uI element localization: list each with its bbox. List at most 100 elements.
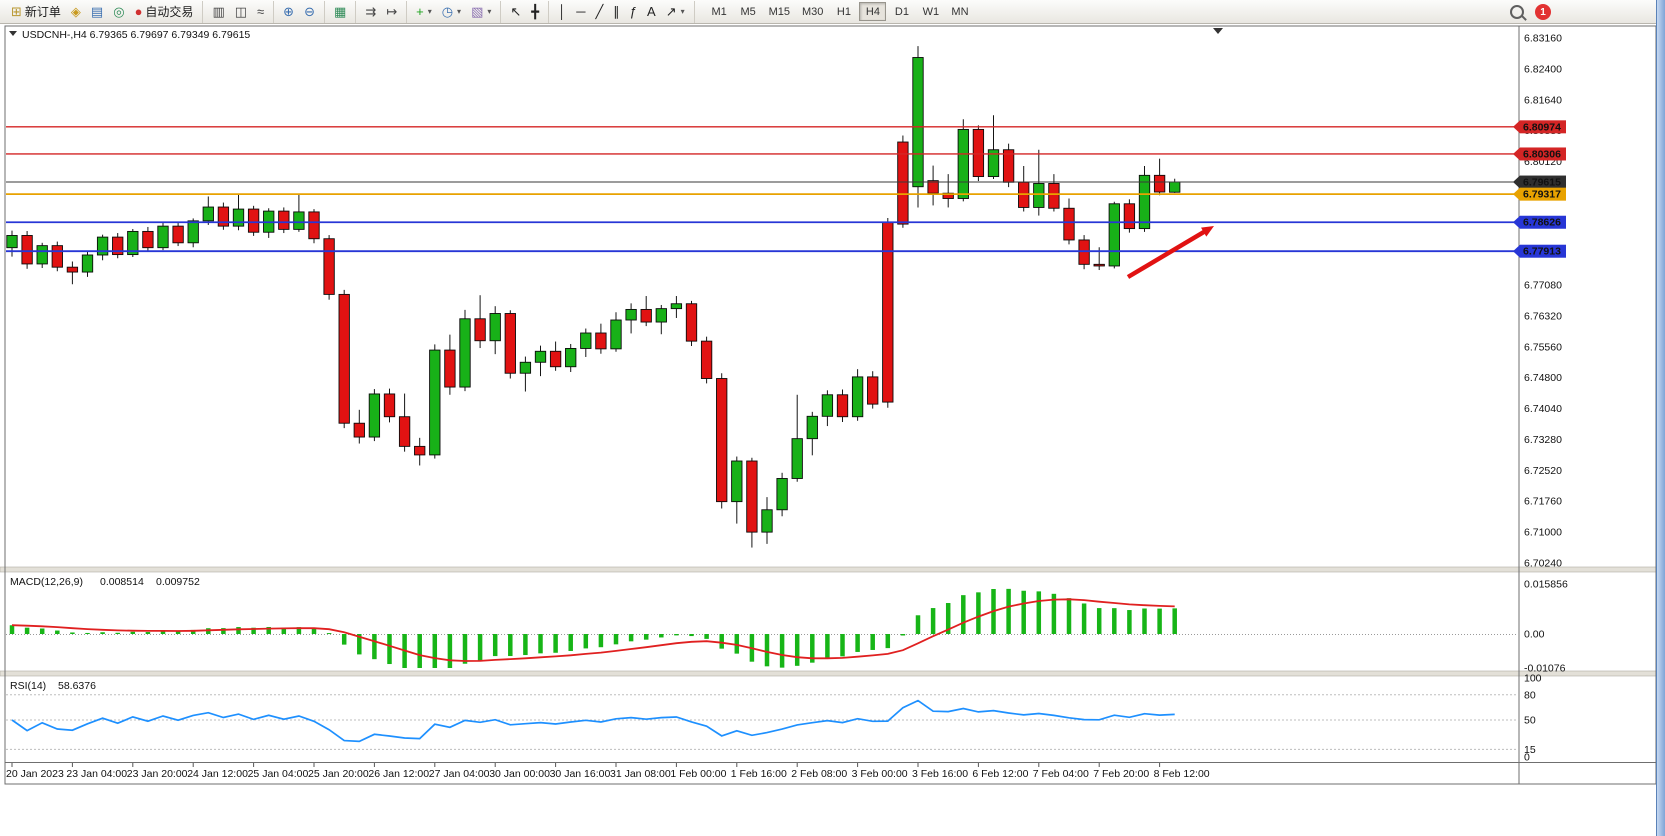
panel-splitter-rsi[interactable] (0, 670, 1657, 677)
equidistant-channel-button[interactable]: ∥ (608, 2, 625, 22)
candle (836, 389, 849, 422)
candle (172, 222, 184, 247)
new-order-button[interactable]: ⊞ 新订单 (6, 2, 66, 22)
candle (942, 174, 954, 208)
time-axis-label: 27 Jan 04:00 (429, 768, 490, 780)
indicators-button[interactable]: + ▾ (411, 2, 437, 22)
candlestick-series (6, 46, 1181, 548)
market-watch-button[interactable]: ▤ (86, 2, 108, 22)
timeframe-m15-button[interactable]: M15 (764, 2, 795, 21)
toolbar-button-groups: ⊞ 新订单 ◈ ▤ ◎ ● 自动交易 ▥ ◫ ≈ ⊕ ⊖ ▦ ⇉ ↦ + ▾ ◷ ▾ ▧ ▾ ↖ ╋ │ ─ ╱ ∥ ƒ A ↗ ▾ (2, 0, 695, 24)
badge-box (1520, 187, 1566, 201)
candle-body (429, 349, 441, 456)
timeframe-h1-button[interactable]: H1 (830, 2, 857, 21)
one-click-trading-toggle[interactable] (9, 31, 17, 36)
timeframe-h4-button[interactable]: H4 (859, 2, 887, 21)
candle (1048, 174, 1060, 212)
macd-panel: 0.015856 0.00 -0.01076 MACD(12,26,9) 0.00851… (9, 576, 1568, 674)
chart-shift-marker[interactable] (1213, 28, 1223, 34)
bar-chart-button[interactable]: ▥ (207, 2, 229, 22)
candlestick-chart-button[interactable]: ◫ (230, 2, 252, 22)
candle (323, 235, 335, 300)
expert-advisors-button[interactable]: ◈ (66, 2, 86, 22)
candle (1138, 165, 1151, 232)
chart-shift-button[interactable]: ↦ (381, 2, 402, 22)
auto-trading-button[interactable]: ● 自动交易 (130, 2, 199, 22)
candle-body (655, 308, 667, 323)
trend-arrow-annotation[interactable] (1126, 226, 1214, 279)
timeframe-m1-button[interactable]: M1 (706, 2, 733, 21)
candle-body (21, 235, 33, 265)
time-axis-label: 23 Jan 04:00 (66, 768, 127, 780)
time-axis-label: 1 Feb 00:00 (670, 768, 726, 780)
candle-body (867, 376, 879, 405)
orange-level-line-price-badge: 6.79317 (1513, 187, 1566, 201)
candle-body (338, 293, 350, 424)
trend-arrow-head (1201, 226, 1214, 237)
time-axis-label: 7 Feb 20:00 (1093, 768, 1149, 780)
candle (96, 234, 109, 261)
timeframe-d1-button[interactable]: D1 (888, 2, 915, 21)
zoom-in-icon: ⊕ (283, 4, 295, 19)
zoom-in-button[interactable]: ⊕ (278, 2, 299, 22)
fibonacci-icon: ƒ (629, 4, 638, 19)
candle-body (172, 225, 184, 244)
candle (851, 369, 864, 421)
candle (398, 393, 411, 452)
fibonacci-button[interactable]: ƒ (625, 2, 642, 22)
notification-badge[interactable]: 1 (1535, 4, 1551, 20)
timeframe-mn-button[interactable]: MN (946, 2, 973, 21)
candle-body (1108, 203, 1120, 267)
candle (610, 312, 622, 352)
timeframe-m30-button[interactable]: M30 (797, 2, 828, 21)
periods-button[interactable]: ◷ ▾ (437, 2, 466, 22)
candle (66, 261, 79, 285)
zoom-out-button[interactable]: ⊖ (299, 2, 320, 22)
search-icon[interactable] (1510, 5, 1524, 19)
toolbar-group: ↖ ╋ (501, 0, 550, 23)
text-button[interactable]: A (642, 2, 661, 22)
candle (368, 389, 381, 442)
badge-pointer (1513, 244, 1520, 258)
templates-button[interactable]: ▧ ▾ (466, 2, 496, 22)
time-axis-label: 7 Feb 04:00 (1033, 768, 1089, 780)
candle-body (1063, 207, 1075, 241)
candle (217, 202, 230, 230)
candle (1123, 199, 1136, 233)
candle (549, 341, 562, 371)
trendline-button[interactable]: ╱ (590, 2, 608, 22)
timeframe-m5-button[interactable]: M5 (735, 2, 762, 21)
crosshair-button[interactable]: ╋ (526, 2, 544, 22)
candle (806, 411, 818, 456)
auto-scroll-button[interactable]: ⇉ (360, 2, 381, 22)
candle-body (247, 208, 260, 233)
macd-main-value: 0.008514 (100, 576, 144, 588)
vertical-line-button[interactable]: │ (553, 2, 571, 22)
tile-windows-button[interactable]: ▦ (329, 2, 351, 22)
time-axis-label: 20 Jan 2023 (6, 768, 64, 780)
indicators-dropdown-arrow: ▾ (427, 7, 432, 16)
bar-chart-icon: ▥ (212, 4, 225, 19)
trend-arrow-shaft[interactable] (1126, 228, 1208, 279)
timeframe-w1-button[interactable]: W1 (917, 2, 944, 21)
timeframe-toolbar: M1 M5 M15 M30 H1 H4 D1 W1 MN (705, 0, 975, 24)
candle (142, 226, 154, 251)
cursor-icon: ↖ (510, 4, 522, 19)
panel-splitter-macd[interactable] (0, 566, 1657, 573)
badge-pointer (1513, 215, 1520, 229)
candle (670, 296, 683, 318)
arrows-dropdown-arrow: ▾ (680, 7, 685, 16)
candle (157, 222, 169, 251)
candle-body (746, 460, 758, 533)
text-icon: A (647, 4, 656, 19)
horizontal-line-button[interactable]: ─ (571, 2, 590, 22)
line-chart-button[interactable]: ≈ (252, 2, 269, 22)
line-chart-icon: ≈ (257, 4, 265, 19)
navigator-button[interactable]: ◎ (108, 2, 129, 22)
arrows-button[interactable]: ↗ ▾ (661, 2, 690, 22)
candle-body (489, 313, 501, 342)
rsi-axis-label: 80 (1524, 689, 1536, 701)
cursor-button[interactable]: ↖ (505, 2, 526, 22)
